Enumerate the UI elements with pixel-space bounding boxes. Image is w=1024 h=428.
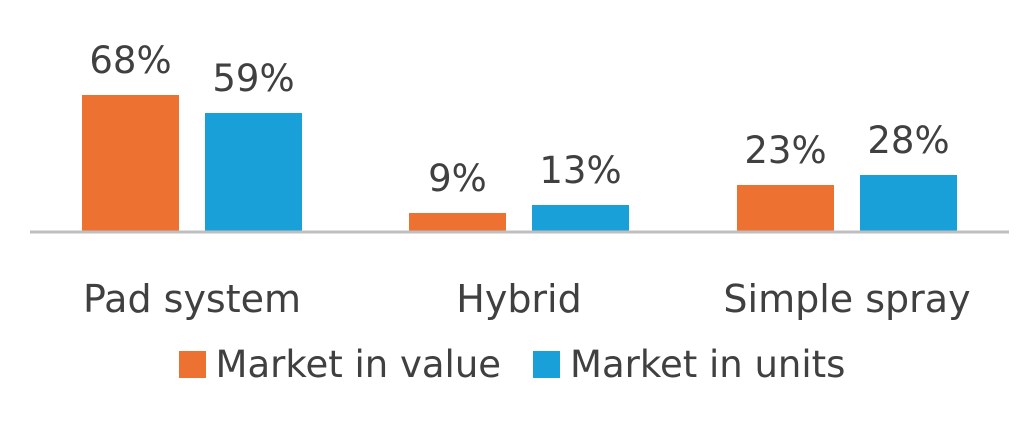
legend-item-market-in-units: Market in units	[533, 346, 845, 383]
legend-item-market-in-value: Market in value	[178, 342, 502, 386]
bar-value-pad-system	[82, 95, 179, 231]
category-labels-group: Pad system Hybrid Simple spray	[83, 277, 971, 321]
bars-group	[82, 95, 957, 231]
category-label: Simple spray	[723, 277, 970, 321]
legend-label: Market in units	[570, 342, 846, 386]
category-label: Pad system	[83, 277, 301, 321]
bar-value-hybrid	[409, 213, 506, 231]
legend-swatch-value	[178, 350, 206, 378]
bar-units-pad-system	[205, 113, 302, 231]
data-label: 59%	[212, 57, 294, 100]
data-label: 13%	[539, 149, 621, 192]
category-label: Hybrid	[456, 277, 582, 321]
data-label: 28%	[867, 119, 949, 162]
legend-swatch-units	[533, 350, 561, 378]
bar-units-hybrid	[532, 205, 629, 231]
data-label: 68%	[89, 39, 171, 82]
bar-units-simple-spray	[860, 175, 957, 231]
legend-label: Market in value	[215, 342, 502, 386]
legend: Market in value Market in units	[0, 338, 1024, 390]
data-label: 9%	[428, 157, 487, 200]
data-label: 23%	[744, 129, 826, 172]
data-labels-group: 68% 59% 9% 13% 23% 28%	[89, 39, 949, 200]
bar-value-simple-spray	[737, 185, 834, 231]
